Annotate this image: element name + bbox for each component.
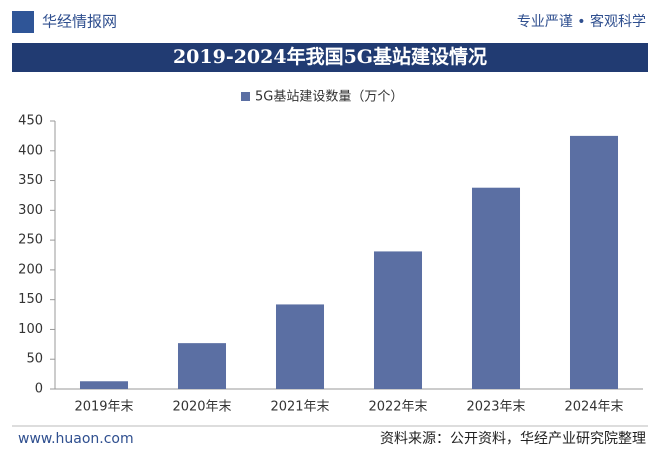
x-tick-label: 2024年末 — [564, 400, 623, 415]
x-tick-label: 2020年末 — [172, 400, 231, 415]
brand: 华经情报网 — [42, 13, 117, 31]
y-tick-label: 150 — [18, 292, 43, 307]
y-tick-label: 400 — [18, 143, 43, 158]
title-band — [12, 43, 648, 72]
slogan: 专业严谨 • 客观科学 — [517, 13, 646, 30]
source: 资料来源：公开资料，华经产业研究院整理 — [380, 431, 646, 447]
bar — [177, 343, 227, 389]
bar — [373, 251, 423, 389]
y-tick-label: 450 — [18, 114, 43, 129]
chart-title: 2019-2024年我国5G基站建设情况 — [173, 45, 487, 68]
logo-icon — [12, 11, 34, 33]
y-tick-label: 50 — [26, 352, 43, 367]
x-tick-label: 2019年末 — [74, 400, 133, 415]
y-tick-label: 250 — [18, 233, 43, 248]
bar — [471, 187, 521, 389]
y-tick-label: 350 — [18, 173, 43, 188]
y-tick-label: 0 — [35, 382, 43, 397]
x-tick-label: 2022年末 — [368, 400, 427, 415]
y-tick-label: 200 — [18, 262, 43, 277]
legend-swatch — [241, 92, 250, 101]
website: www.huaon.com — [18, 431, 134, 447]
x-tick-label: 2023年末 — [466, 400, 525, 415]
y-tick-label: 300 — [18, 203, 43, 218]
y-tick-label: 100 — [18, 322, 43, 337]
bar — [569, 135, 619, 389]
x-tick-label: 2021年末 — [270, 400, 329, 415]
legend-label: 5G基站建设数量（万个） — [255, 90, 403, 105]
bar — [79, 381, 129, 389]
bar — [275, 304, 325, 389]
